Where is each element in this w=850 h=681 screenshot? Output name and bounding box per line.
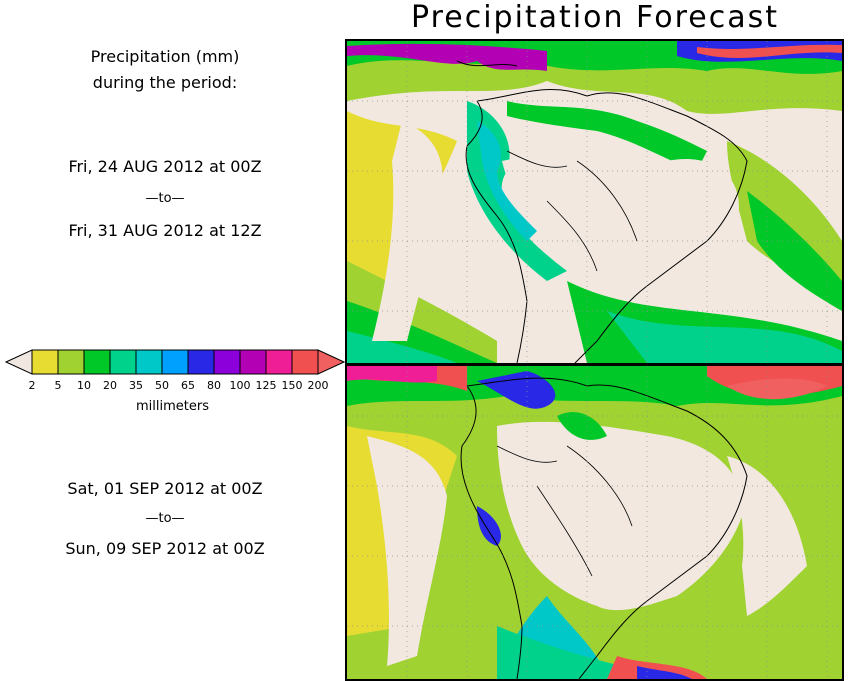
map-panel-period1 [345, 39, 844, 365]
colorbar-cell [265, 349, 293, 375]
colorbar-tick-label: 20 [103, 379, 117, 392]
legend-header: Precipitation (mm) during the period: [0, 44, 330, 96]
colorbar-tick-label: 125 [255, 379, 277, 392]
period2-end: Sun, 09 SEP 2012 at 00Z [65, 539, 265, 558]
page-title: Precipitation Forecast [411, 0, 779, 35]
map-panel-period2 [345, 364, 844, 681]
period2-sep: —to— [145, 511, 185, 526]
colorbar-cell-under [5, 349, 33, 375]
period1-sep: —to— [145, 191, 185, 206]
period1-start: Fri, 24 AUG 2012 at 00Z [68, 157, 262, 176]
precip-map-2 [347, 366, 842, 679]
colorbar-cell [187, 349, 215, 375]
legend-header-line2: during the period: [92, 73, 238, 92]
colorbar-unit: millimeters [136, 399, 209, 414]
colorbar-cell [239, 349, 267, 375]
colorbar [5, 349, 345, 375]
colorbar-cell [57, 349, 85, 375]
colorbar-tick-label: 150 [281, 379, 303, 392]
colorbar-cell [291, 349, 319, 375]
colorbar-cell [135, 349, 163, 375]
period1-end: Fri, 31 AUG 2012 at 12Z [68, 221, 262, 240]
period1-label: Fri, 24 AUG 2012 at 00Z —to— Fri, 31 AUG… [0, 151, 330, 247]
colorbar-tick-label: 100 [229, 379, 251, 392]
colorbar-tick-labels: 2 5 10 20 35 50 65 80 100 125 150 200 [0, 379, 345, 395]
colorbar-tick-label: 2 [28, 379, 36, 392]
legend-header-line1: Precipitation (mm) [90, 47, 240, 66]
period2-start: Sat, 01 SEP 2012 at 00Z [67, 479, 263, 498]
colorbar-cell-over [317, 349, 345, 375]
colorbar-cell [109, 349, 137, 375]
precip-map-1 [347, 41, 842, 363]
colorbar-tick-label: 65 [181, 379, 195, 392]
colorbar-tick-label: 200 [307, 379, 329, 392]
period2-label: Sat, 01 SEP 2012 at 00Z —to— Sun, 09 SEP… [0, 474, 330, 564]
colorbar-tick-label: 10 [77, 379, 91, 392]
colorbar-cell [161, 349, 189, 375]
colorbar-tick-label: 35 [129, 379, 143, 392]
colorbar-tick-label: 5 [54, 379, 62, 392]
colorbar-cell [83, 349, 111, 375]
colorbar-tick-label: 50 [155, 379, 169, 392]
colorbar-cell [31, 349, 59, 375]
colorbar-cell [213, 349, 241, 375]
colorbar-tick-label: 80 [207, 379, 221, 392]
